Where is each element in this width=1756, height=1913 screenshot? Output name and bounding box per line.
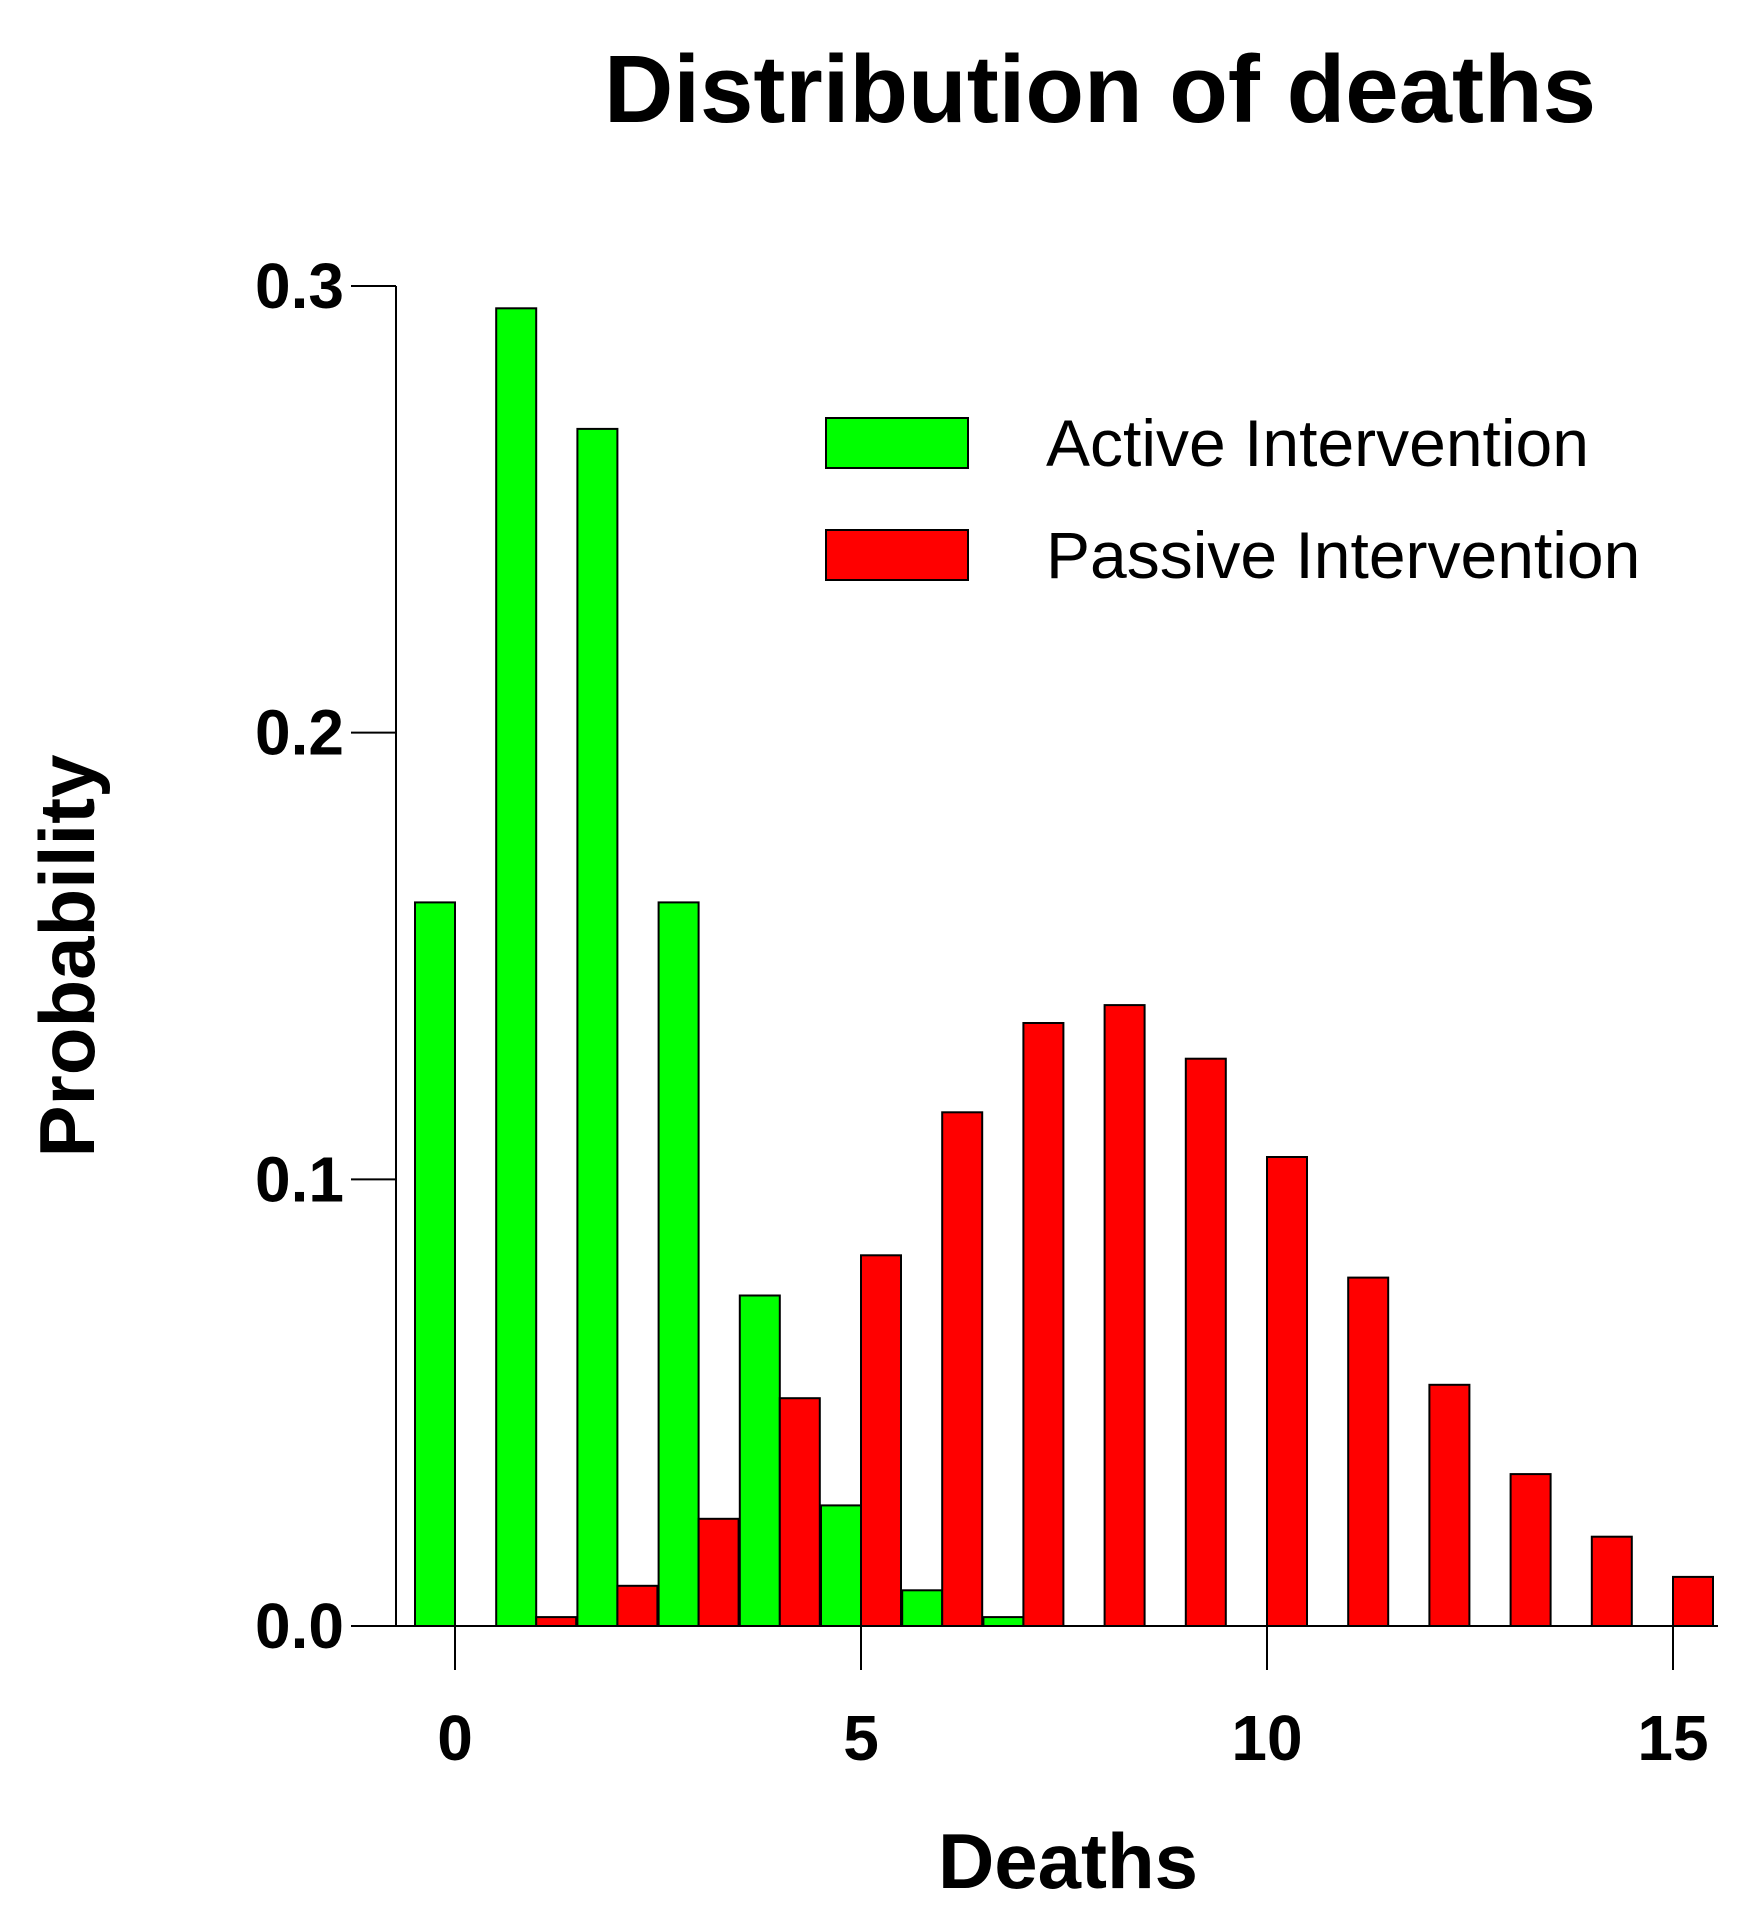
bar-passive-15 xyxy=(1672,1575,1714,1628)
bar-active-3 xyxy=(657,901,700,1627)
x-ticks-group: 0 5 10 15 xyxy=(437,1626,1709,1774)
x-tick-label: 0 xyxy=(437,1702,473,1774)
bar-active-6 xyxy=(901,1589,944,1628)
y-ticks-group: 0.0 0.1 0.2 0.3 xyxy=(255,250,396,1662)
bar-passive-11 xyxy=(1347,1276,1390,1627)
bar-active-4 xyxy=(738,1294,781,1627)
legend-label-active: Active Intervention xyxy=(1046,406,1589,480)
bar-passive-2 xyxy=(616,1584,659,1628)
bar-passive-13 xyxy=(1509,1473,1552,1627)
bar-active-2 xyxy=(576,427,619,1627)
x-tick-label: 5 xyxy=(843,1702,879,1774)
y-tick-label: 0.0 xyxy=(255,1590,344,1662)
bar-active-0 xyxy=(414,901,456,1627)
legend: Active Intervention Passive Intervention xyxy=(825,406,1640,592)
y-tick-label: 0.3 xyxy=(255,250,344,322)
bar-passive-1 xyxy=(535,1616,578,1627)
bar-passive-9 xyxy=(1184,1057,1227,1627)
bar-passive-14 xyxy=(1590,1535,1633,1627)
bar-passive-5 xyxy=(860,1254,902,1628)
x-axis-title: Deaths xyxy=(938,1817,1198,1905)
bars-group xyxy=(414,307,1714,1628)
bar-passive-6 xyxy=(941,1111,984,1628)
bar-passive-4 xyxy=(778,1397,821,1627)
y-tick-label: 0.1 xyxy=(255,1143,344,1215)
chart-title: Distribution of deaths xyxy=(604,36,1596,143)
bar-passive-7 xyxy=(1022,1022,1065,1627)
x-tick-label: 15 xyxy=(1637,1702,1708,1774)
x-tick-label: 10 xyxy=(1231,1702,1302,1774)
legend-label-passive: Passive Intervention xyxy=(1046,518,1640,592)
bar-active-5 xyxy=(820,1504,862,1628)
bar-passive-8 xyxy=(1103,1004,1146,1627)
bar-passive-12 xyxy=(1428,1383,1471,1628)
legend-swatch-active xyxy=(825,417,969,469)
bar-active-1 xyxy=(495,307,538,1627)
y-axis-title: Probability xyxy=(23,754,111,1157)
legend-swatch-passive xyxy=(825,529,969,581)
bar-active-7 xyxy=(982,1616,1025,1627)
bar-passive-10 xyxy=(1266,1156,1308,1627)
bar-passive-3 xyxy=(697,1517,740,1628)
y-tick-label: 0.2 xyxy=(255,697,344,769)
